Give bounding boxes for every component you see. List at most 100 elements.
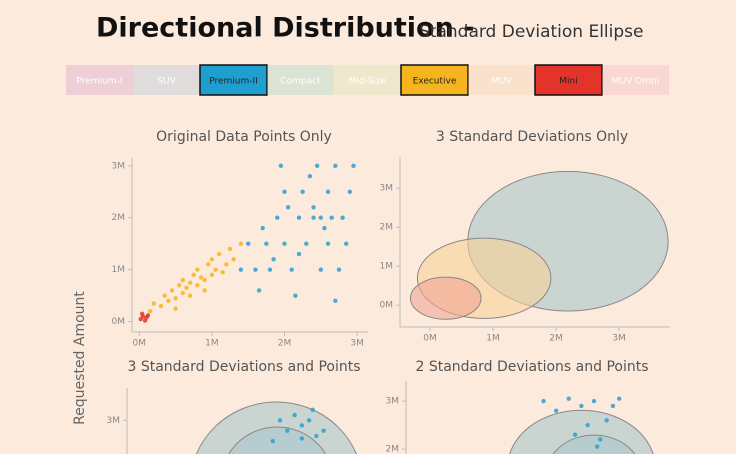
point: [333, 163, 338, 168]
legend-label[interactable]: Compact: [280, 77, 321, 87]
subtitle: Standard Deviation Ellipse: [419, 22, 643, 42]
point: [213, 267, 218, 272]
point: [292, 412, 297, 418]
ellipse: [409, 276, 482, 320]
point: [275, 215, 280, 220]
legend-item[interactable]: [334, 65, 401, 95]
y-tick-label: 0M: [380, 301, 394, 311]
point: [231, 257, 236, 262]
point: [195, 267, 200, 272]
legend-label[interactable]: Premium-II: [209, 77, 258, 87]
point: [617, 396, 622, 401]
point: [151, 301, 156, 306]
point: [311, 205, 316, 210]
legend-item[interactable]: [199, 64, 268, 96]
x-tick-label: 0M: [423, 334, 437, 344]
legend-item[interactable]: [602, 65, 669, 95]
point: [253, 267, 258, 272]
chart-title: 3 Standard Deviations and Points: [127, 359, 360, 375]
point: [285, 428, 290, 433]
point: [238, 267, 244, 272]
point: [304, 241, 309, 246]
point: [191, 272, 196, 278]
point: [347, 189, 353, 194]
point: [310, 407, 315, 413]
point: [351, 163, 356, 168]
point: [598, 437, 603, 442]
chart-title: Original Data Points Only: [156, 129, 332, 145]
point: [195, 283, 200, 288]
ellipse: [228, 426, 327, 454]
point: [209, 257, 215, 262]
point: [202, 288, 207, 293]
legend-label[interactable]: MUV Omni: [612, 77, 659, 87]
point: [585, 422, 590, 428]
point: [336, 267, 342, 272]
legend-label[interactable]: Mid-Size: [349, 77, 387, 87]
legend-label[interactable]: Executive: [413, 77, 457, 87]
point: [299, 423, 305, 428]
point: [541, 398, 546, 404]
legend-label[interactable]: Premium-I: [77, 77, 123, 87]
point: [270, 438, 275, 444]
x-tick-label: 1M: [205, 339, 219, 349]
legend-item[interactable]: [534, 64, 603, 96]
plot-area: [509, 396, 654, 454]
x-tick-label: 1M: [486, 334, 500, 344]
point: [285, 205, 291, 210]
y-tick-label: 3M: [112, 161, 126, 171]
y-tick-label: 3M: [386, 397, 400, 407]
point: [277, 418, 283, 423]
legend-item[interactable]: [267, 65, 334, 95]
point: [299, 436, 305, 441]
y-tick-label: 1M: [380, 262, 394, 272]
y-tick-label: 3M: [380, 184, 394, 194]
point: [256, 288, 262, 293]
point: [238, 241, 244, 246]
point: [206, 262, 211, 267]
point: [314, 163, 320, 168]
x-tick-label: 0M: [133, 339, 147, 349]
legend-item[interactable]: [133, 65, 200, 95]
chart-title: 3 Standard Deviations Only: [436, 129, 628, 145]
point: [318, 267, 323, 272]
legend-label[interactable]: Mini: [559, 77, 577, 87]
point: [198, 275, 204, 280]
point: [180, 290, 186, 296]
point: [329, 215, 334, 220]
y-axis-title: Requested Amount: [72, 291, 88, 425]
point: [325, 189, 331, 194]
point: [282, 189, 287, 194]
legend-item[interactable]: [468, 65, 535, 95]
x-tick-label: 2M: [278, 339, 292, 349]
legend-item[interactable]: [400, 64, 469, 96]
point: [340, 215, 345, 220]
point: [147, 309, 153, 314]
point: [180, 277, 186, 283]
point: [296, 215, 302, 220]
plot-area: [138, 163, 356, 323]
point: [187, 293, 193, 298]
point: [216, 251, 222, 257]
point: [314, 433, 319, 439]
y-tick-label: 1M: [112, 265, 126, 275]
x-tick-label: 3M: [612, 334, 626, 344]
point: [162, 293, 167, 298]
point: [271, 257, 276, 262]
plot-area: [195, 401, 357, 454]
point: [553, 408, 559, 413]
legend-label[interactable]: MUV: [491, 77, 512, 87]
point: [169, 288, 175, 293]
y-tick-label: 2M: [386, 445, 400, 454]
legend-label[interactable]: SUV: [157, 77, 176, 87]
point: [227, 246, 233, 252]
y-tick-label: 2M: [112, 213, 126, 223]
legend-item[interactable]: [66, 65, 133, 95]
point: [572, 432, 578, 437]
point: [173, 306, 178, 311]
y-tick-label: 0M: [112, 317, 126, 327]
point: [579, 403, 584, 409]
point: [264, 241, 269, 246]
point: [311, 215, 316, 220]
point: [307, 173, 313, 179]
